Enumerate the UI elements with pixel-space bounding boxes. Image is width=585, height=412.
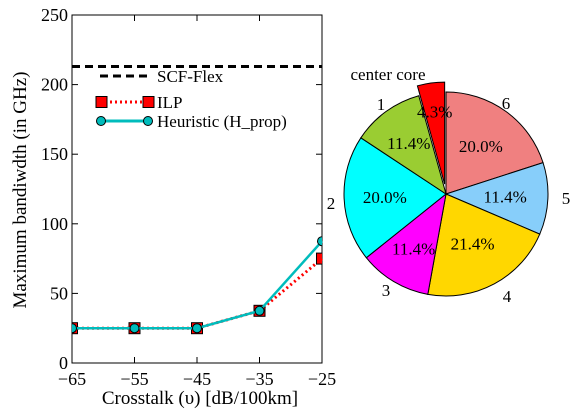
pie-slice-label: 3 (382, 281, 391, 300)
data-point-circle (129, 323, 140, 334)
pie-slice-4 (427, 193, 541, 297)
pie-pct-label: 20.0% (363, 188, 407, 207)
legend-marker-square (95, 96, 108, 108)
data-point-square (316, 252, 322, 265)
pie-slice-3 (365, 192, 447, 295)
pie-slice-label: 4 (503, 287, 512, 306)
line-chart: 0 50 100 150 200 250 −65 −55 −45 −35 −25 Maximum b… (10, 5, 336, 409)
series-point-2 (316, 252, 322, 265)
y-tick-label: 150 (41, 144, 68, 164)
series-point-3 (72, 323, 77, 334)
series-line-2 (72, 257, 323, 330)
x-axis-label: Crosstalk (υ) [dB/100km] (102, 388, 298, 409)
pie-pct-label: 11.4% (387, 134, 430, 153)
x-tick-label: −55 (120, 369, 148, 389)
data-point-circle (317, 236, 322, 247)
series-line-3 (72, 240, 323, 330)
series-point-3 (317, 236, 322, 247)
x-tick-label: −45 (183, 369, 211, 389)
pie-slice-label: 2 (327, 194, 336, 213)
data-point-circle (192, 323, 202, 334)
legend-label-1: SCF-Flex (157, 67, 224, 86)
series-point-3 (192, 323, 202, 334)
series-point-3 (129, 323, 140, 334)
y-tick-label: 200 (41, 75, 68, 95)
pie-pct-label: 21.4% (451, 234, 495, 253)
pie-slice-label: 1 (377, 95, 386, 114)
center-core-annotation: center core (350, 65, 425, 84)
legend-marker-circle (143, 116, 153, 126)
line-plot-area: 0 50 100 150 200 250 −65 −55 −45 −35 −25 (41, 5, 336, 389)
series-point-3 (254, 305, 265, 316)
pie-chart: 20.0% 6 11.4% 5 21.4% 4 11.4% 3 20.0% 2 11.4% 1 4.3%… (327, 65, 571, 306)
pie-slice-5 (444, 161, 549, 235)
y-tick-label: 100 (41, 214, 68, 234)
pie-slice-label: 6 (502, 94, 511, 113)
pie-pct-label: 20.0% (459, 137, 503, 156)
pie-slice-6 (445, 91, 544, 195)
pie-pct-label: 4.3% (417, 102, 452, 121)
pie-slice-2 (343, 137, 447, 259)
data-point-circle (72, 323, 77, 334)
legend-label-2: ILP (157, 93, 183, 112)
pie-pct-label: 11.4% (392, 239, 435, 258)
pie-slice-center-core (416, 81, 446, 185)
x-tick-label: −25 (308, 369, 336, 389)
y-tick-label: 50 (50, 283, 68, 303)
legend-marker-circle (96, 116, 106, 126)
pie-slice-1 (360, 95, 447, 196)
x-tick-label: −35 (245, 369, 273, 389)
legend-marker-square (142, 96, 155, 108)
pie-pct-label: 11.4% (483, 188, 526, 207)
pie-slice-label: 5 (562, 189, 571, 208)
y-tick-label: 250 (41, 5, 68, 25)
y-axis-label: Maximum bandiwdth (in GHz) (10, 72, 31, 309)
y-tick-label: 0 (59, 353, 68, 373)
legend-label-3: Heuristic (H_prop) (157, 112, 287, 131)
data-point-circle (254, 305, 265, 316)
x-tick-label: −65 (58, 369, 86, 389)
